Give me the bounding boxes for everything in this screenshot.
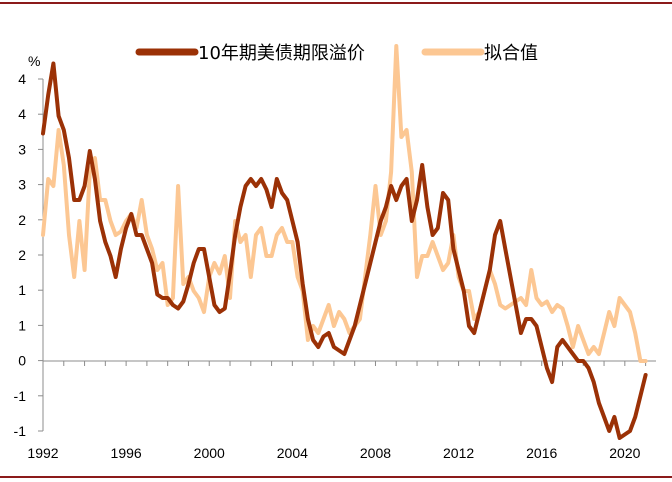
y-tick-label: 3 — [18, 177, 26, 193]
bottom-border — [0, 476, 672, 478]
series-line-term-premium — [41, 61, 648, 440]
y-tick-label: -1 — [14, 388, 27, 404]
y-tick-label: -1 — [14, 423, 27, 439]
x-tick-label: 1992 — [27, 445, 58, 461]
legend: 10年期美债期限溢价 拟合值 — [135, 43, 538, 64]
series-layer — [41, 44, 648, 440]
x-tick-label: 1996 — [111, 445, 142, 461]
y-tick-label: 0 — [18, 353, 26, 369]
y-tick-label: 3 — [18, 141, 26, 157]
x-tick-label: 2020 — [609, 445, 640, 461]
x-tick-label: 2012 — [443, 445, 474, 461]
y-tick-label: 2 — [18, 212, 26, 228]
y-axis-unit-label: % — [28, 53, 40, 69]
y-tick-label: 2 — [18, 247, 26, 263]
series-line-fitted — [41, 44, 648, 363]
legend-label-term-premium: 10年期美债期限溢价 — [198, 43, 365, 64]
y-tick-label: 1 — [18, 282, 26, 298]
y-tick-label: 4 — [18, 106, 26, 122]
legend-label-fitted: 拟合值 — [484, 43, 538, 64]
y-tick-label: 1 — [18, 317, 26, 333]
y-tick-label: 4 — [18, 71, 26, 87]
x-tick-label: 2016 — [526, 445, 557, 461]
x-tick-label: 2004 — [277, 445, 308, 461]
top-border — [0, 2, 672, 4]
x-tick-label: 2000 — [194, 445, 225, 461]
x-tick-label: 2008 — [360, 445, 391, 461]
